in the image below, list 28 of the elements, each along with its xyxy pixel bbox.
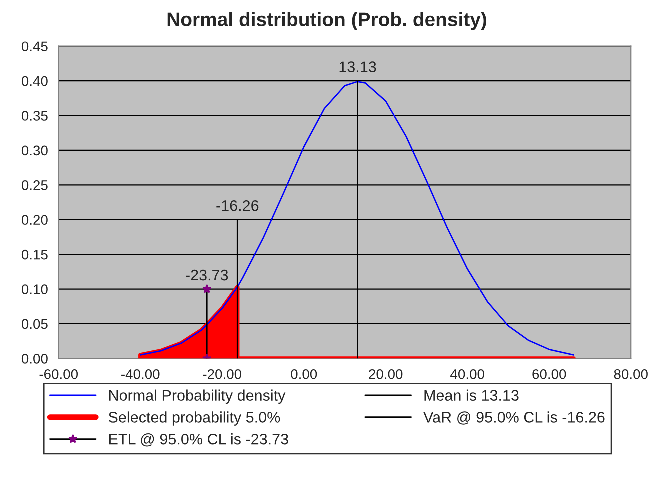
x-tick-label: 80.00 bbox=[614, 369, 648, 380]
y-tick-label: 0.45 bbox=[22, 42, 48, 52]
y-tick-label: 0.30 bbox=[22, 146, 48, 156]
legend-label: ETL @ 95.0% CL is -23.73 bbox=[110, 434, 288, 447]
y-tick-label: 0.10 bbox=[22, 284, 48, 294]
legend-label: Normal Probability density bbox=[110, 390, 286, 404]
legend-label: Mean is 13.13 bbox=[424, 390, 519, 401]
annotation: 13.13 bbox=[340, 62, 376, 72]
annotation: -23.73 bbox=[186, 270, 228, 281]
x-tick-label: -40.00 bbox=[122, 369, 160, 380]
x-tick-label: 20.00 bbox=[369, 369, 403, 380]
line-series bbox=[140, 81, 575, 356]
chart-title: Normal distribution (Prob. density) bbox=[168, 12, 486, 30]
y-tick-label: 0.25 bbox=[22, 180, 48, 190]
x-tick-label: 40.00 bbox=[450, 369, 484, 380]
x-tick-label: 60.00 bbox=[532, 369, 566, 380]
x-tick-label: 0.00 bbox=[291, 369, 318, 380]
y-tick-label: 0.40 bbox=[22, 76, 48, 86]
y-tick-label: 0.20 bbox=[22, 215, 48, 226]
legend-label: VaR @ 95.0% CL is -16.26 bbox=[424, 412, 605, 425]
annotation: -16.26 bbox=[216, 200, 259, 212]
y-tick-label: 0.35 bbox=[22, 111, 48, 121]
x-tick-label: -20.00 bbox=[203, 369, 242, 380]
y-tick-label: 0.05 bbox=[22, 319, 48, 330]
legend-label: Selected probability 5.0% bbox=[108, 412, 280, 426]
y-tick-label: 0.15 bbox=[22, 250, 48, 260]
x-tick-label: -60.00 bbox=[40, 369, 78, 380]
y-tick-label: 0.00 bbox=[22, 354, 48, 364]
